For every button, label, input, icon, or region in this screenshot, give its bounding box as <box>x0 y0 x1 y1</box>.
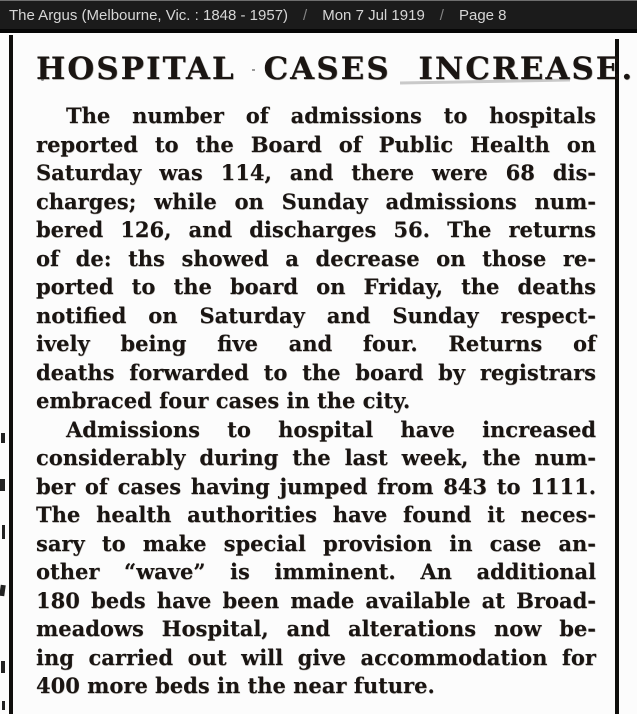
article-line: bered 126, and discharges 56. The return… <box>36 217 596 242</box>
article-line: ber of cases having jumped from 843 to 1… <box>36 473 596 499</box>
article-line: Admissions to hospital have increased <box>66 416 596 442</box>
article-line: of de: ths showed a decrease on those re… <box>36 245 596 271</box>
scan-artifact <box>1 433 5 443</box>
article-line: deaths forwarded to the board by registr… <box>36 359 596 385</box>
article-line: reported to the Board of Public Health o… <box>36 131 596 157</box>
column-rule-left <box>9 35 13 714</box>
article-line: The health authorities have found it nec… <box>36 502 596 527</box>
article-line: The number of admissions to hospitals <box>66 103 596 128</box>
article-line: considerably during the last week, the n… <box>36 445 596 470</box>
article-line: meadows Hospital, and alterations now be… <box>36 616 596 641</box>
article-line: 400 more beds in the near future. <box>36 673 435 698</box>
article-line: ively being five and four. Returns of <box>36 331 596 356</box>
article-column: HOSPITAL CASES INCREASE. The number of a… <box>36 33 635 701</box>
issue-date-link[interactable]: Mon 7 Jul 1919 <box>322 6 425 24</box>
article-line: charges; while on Sunday admissions num- <box>36 188 596 214</box>
scan-artifact <box>0 584 6 597</box>
article-line: embraced four cases in the city. <box>36 388 411 413</box>
scan-artifact <box>0 479 5 491</box>
article-body: The number of admissions to hospitals re… <box>36 102 596 701</box>
scan-artifact <box>1 661 5 673</box>
article-line: 180 beds have been made available at Bro… <box>36 587 596 613</box>
article-line: sary to make special provision in case a… <box>36 530 596 556</box>
breadcrumb-separator: / <box>439 6 444 24</box>
article-line: notified on Saturday and Sunday respect- <box>36 302 596 328</box>
scan-artifact <box>2 701 5 710</box>
scan-artifact <box>41 78 44 81</box>
scan-artifact <box>252 69 255 71</box>
scan-artifact <box>2 525 5 539</box>
source-bar: The Argus (Melbourne, Vic. : 1848 - 1957… <box>0 0 637 33</box>
article-line: Saturday was 114, and there were 68 dis- <box>36 160 596 185</box>
article-headline: HOSPITAL CASES INCREASE. <box>36 51 635 87</box>
page-number-link[interactable]: Page 8 <box>458 6 507 24</box>
source-title-link[interactable]: The Argus (Melbourne, Vic. : 1848 - 1957… <box>9 6 289 24</box>
article-line: other “wave” is imminent. An additional <box>36 559 596 584</box>
article-line: ported to the board on Friday, the death… <box>36 274 596 299</box>
breadcrumb-separator: / <box>303 6 308 24</box>
newspaper-scan: HOSPITAL CASES INCREASE. The number of a… <box>0 33 637 714</box>
column-rule-right <box>615 39 619 714</box>
article-line: ing carried out will give accommodation … <box>36 644 596 670</box>
